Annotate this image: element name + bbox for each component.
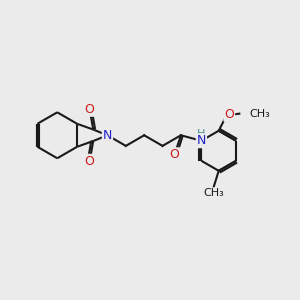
Text: CH₃: CH₃ [203,188,224,198]
Text: N: N [103,129,112,142]
Text: O: O [224,108,234,121]
Text: CH₃: CH₃ [250,109,270,119]
Text: O: O [85,103,94,116]
Text: H: H [197,129,206,139]
Text: O: O [169,148,179,161]
Text: O: O [85,155,94,168]
Text: N: N [197,134,206,147]
